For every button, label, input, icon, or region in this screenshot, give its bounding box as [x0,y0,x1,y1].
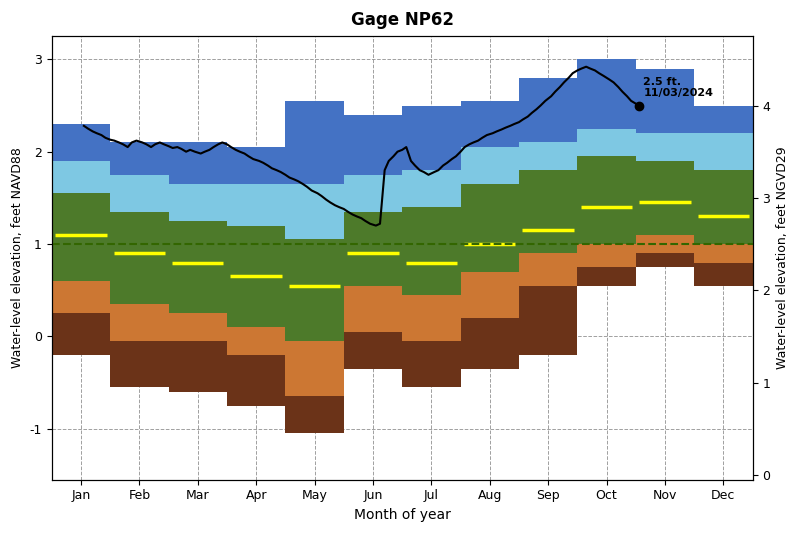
Title: Gage NP62: Gage NP62 [350,11,454,29]
Bar [344,175,402,212]
Bar [578,59,636,128]
Bar [519,78,578,142]
Bar [461,147,519,184]
Bar [344,332,402,369]
Bar [110,175,169,212]
Bar [519,170,578,253]
Bar [636,133,694,161]
Bar [578,128,636,156]
Bar [636,235,694,253]
Bar [227,327,286,355]
Bar [344,212,402,286]
Bar [286,184,344,239]
Bar [402,295,461,341]
Bar [636,253,694,267]
Bar [169,313,227,341]
Text: 2.5 ft.
11/03/2024: 2.5 ft. 11/03/2024 [643,77,714,98]
Bar [344,286,402,332]
Bar [286,341,344,397]
Bar [694,170,753,244]
Bar [169,142,227,184]
Bar [461,318,519,369]
Bar [227,355,286,406]
Y-axis label: Water-level elevation, feet NGVD29: Water-level elevation, feet NGVD29 [776,147,789,369]
Bar [52,281,110,313]
Bar [694,244,753,263]
Bar [694,133,753,170]
Bar [402,170,461,207]
Bar [110,304,169,341]
Bar [519,253,578,286]
Bar [227,225,286,327]
Bar [110,341,169,387]
Bar [110,212,169,304]
Bar [636,69,694,133]
Bar [402,341,461,387]
Bar [52,193,110,281]
Bar [169,341,227,392]
Bar [694,263,753,286]
Bar [578,244,636,267]
Bar [227,147,286,184]
Bar [461,101,519,147]
Bar [344,115,402,175]
Bar [286,239,344,341]
Bar [461,272,519,318]
Bar [52,161,110,193]
Bar [578,267,636,286]
Bar [52,124,110,161]
Y-axis label: Water-level elevation, feet NAVD88: Water-level elevation, feet NAVD88 [11,148,24,368]
Bar [402,106,461,170]
Bar [519,142,578,170]
Bar [402,207,461,295]
X-axis label: Month of year: Month of year [354,508,450,522]
Bar [636,161,694,235]
Bar [578,156,636,244]
Bar [169,184,227,221]
Bar [519,286,578,355]
Bar [52,313,110,355]
Bar [286,397,344,433]
Bar [227,184,286,225]
Bar [694,106,753,133]
Bar [461,184,519,272]
Bar [286,101,344,184]
Bar [110,142,169,175]
Bar [169,221,227,313]
